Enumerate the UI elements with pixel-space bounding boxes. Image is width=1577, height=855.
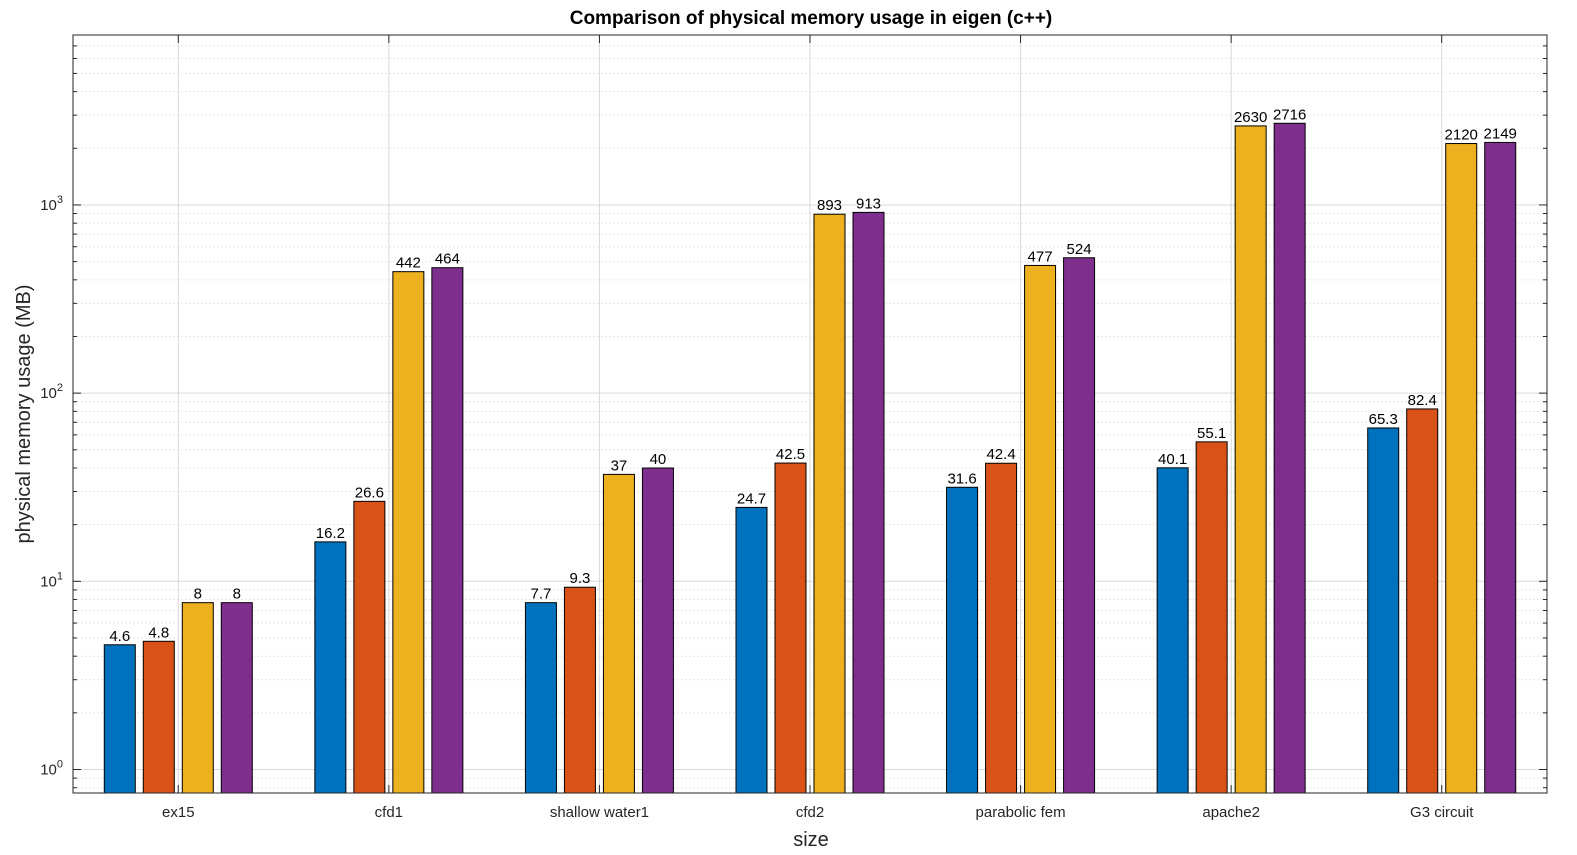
data-label: 9.3 — [569, 570, 590, 587]
bar-g3-circuit-series-4 — [1484, 141, 1517, 794]
data-label: 40.1 — [1158, 451, 1187, 468]
bar-apache2-series-4 — [1273, 122, 1306, 794]
data-label: 4.8 — [148, 624, 169, 641]
data-label: 893 — [817, 197, 842, 214]
data-label: 442 — [396, 255, 421, 272]
data-label: 37 — [611, 457, 628, 474]
data-label: 65.3 — [1369, 411, 1398, 428]
bar-apache2-series-2 — [1195, 441, 1228, 794]
data-label: 42.4 — [986, 446, 1015, 463]
bar-shallow-water1-series-4 — [641, 467, 674, 794]
data-label: 40 — [650, 451, 667, 468]
data-label: 24.7 — [737, 490, 766, 507]
data-label: 82.4 — [1408, 392, 1437, 409]
bar-cfd1-series-2 — [353, 500, 386, 794]
data-label: 4.6 — [109, 628, 130, 645]
data-label: 16.2 — [316, 525, 345, 542]
data-label: 55.1 — [1197, 425, 1226, 442]
axes: 100 101 102 103 ex15 cfd1 shallow water1 cfd2 pa… — [40, 34, 1548, 821]
bar-apache2-series-1 — [1156, 467, 1189, 794]
x-tick-label: cfd1 — [375, 804, 403, 821]
data-label: 524 — [1067, 241, 1092, 258]
bar-g3-circuit-series-3 — [1445, 143, 1478, 794]
y-tick-label: 101 — [40, 570, 63, 590]
bar-ex15-series-2 — [142, 640, 175, 794]
data-label: 8 — [233, 586, 241, 603]
bar-cfd2-series-4 — [852, 211, 885, 794]
bar-shallow-water1-series-3 — [602, 473, 635, 794]
data-label: 2120 — [1445, 127, 1478, 144]
data-label: 477 — [1028, 248, 1053, 265]
x-tick-label: cfd2 — [796, 804, 824, 821]
bar-cfd2-series-1 — [735, 506, 768, 794]
y-tick-label: 100 — [40, 758, 63, 778]
x-tick-label: shallow water1 — [550, 804, 649, 821]
bar-parabolic-fem-series-1 — [946, 486, 979, 794]
bar-g3-circuit-series-1 — [1367, 427, 1400, 794]
chart-title: Comparison of physical memory usage in e… — [570, 8, 1053, 29]
y-tick-label: 102 — [40, 382, 63, 402]
x-tick-label: ex15 — [162, 804, 195, 821]
data-label: 8 — [194, 586, 202, 603]
data-label: 2630 — [1234, 109, 1267, 126]
x-tick-label: G3 circuit — [1410, 804, 1474, 821]
bar-cfd1-series-4 — [431, 267, 464, 794]
y-axis-label: physical memory usage (MB) — [13, 285, 35, 544]
data-label: 26.6 — [355, 484, 384, 501]
data-label: 7.7 — [530, 586, 551, 603]
bar-cfd1-series-3 — [392, 271, 425, 794]
y-tick-label: 103 — [40, 194, 63, 214]
bar-ex15-series-4 — [220, 602, 253, 794]
bar-parabolic-fem-series-2 — [985, 462, 1018, 794]
data-label: 31.6 — [947, 470, 976, 487]
data-labels: 4.6 16.2 7.7 24.7 31.6 40.1 65.3 4.8 26.6 9.3 42.5… — [109, 106, 1517, 644]
data-label: 42.5 — [776, 446, 805, 463]
bar-cfd2-series-2 — [774, 462, 807, 794]
bar-parabolic-fem-series-4 — [1063, 257, 1096, 794]
bar-g3-circuit-series-2 — [1406, 408, 1439, 794]
bar-cfd2-series-3 — [813, 213, 846, 794]
bar-ex15-series-1 — [103, 644, 136, 794]
bar-shallow-water1-series-2 — [563, 586, 596, 794]
bar-parabolic-fem-series-3 — [1024, 264, 1057, 794]
data-label: 2716 — [1273, 106, 1306, 123]
x-axis-label: size — [793, 829, 829, 851]
bar-ex15-series-3 — [181, 602, 214, 794]
bars — [103, 122, 1517, 794]
data-label: 464 — [435, 251, 460, 268]
data-label: 2149 — [1484, 125, 1517, 142]
data-label: 913 — [856, 195, 881, 212]
x-tick-label: apache2 — [1202, 804, 1260, 821]
bar-apache2-series-3 — [1234, 125, 1267, 794]
bar-shallow-water1-series-1 — [524, 602, 557, 794]
bar-cfd1-series-1 — [314, 541, 347, 794]
x-tick-label: parabolic fem — [976, 804, 1066, 821]
